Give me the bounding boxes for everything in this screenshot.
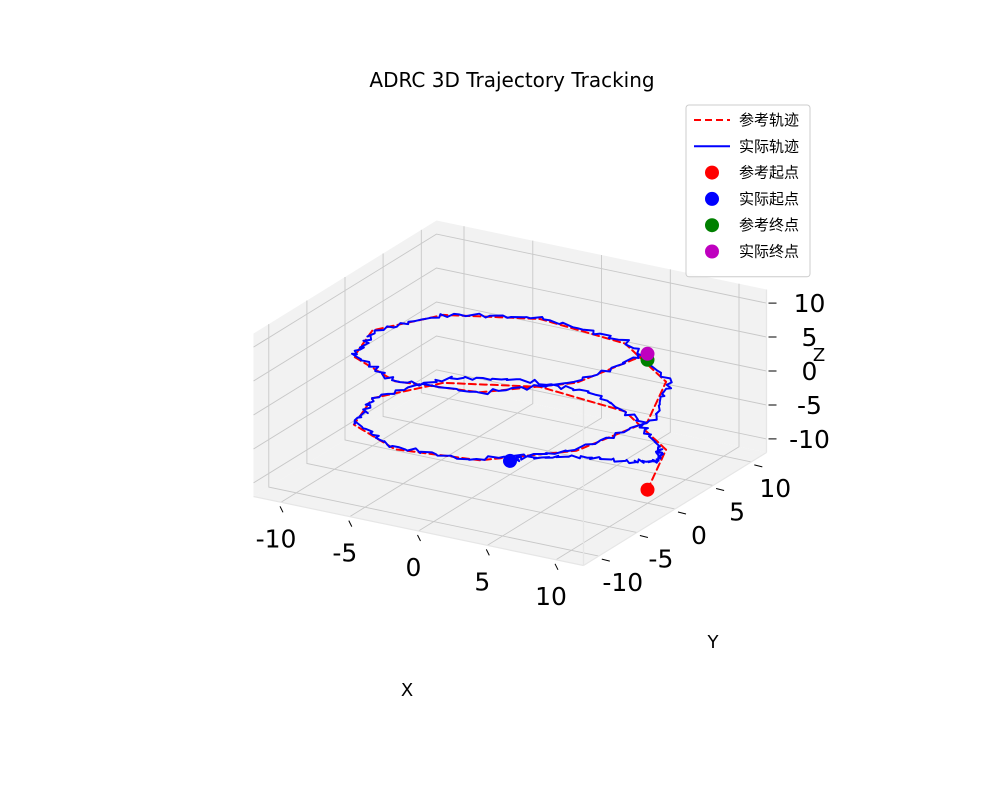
legend-swatch-marker	[705, 218, 719, 233]
series-layer	[351, 312, 673, 491]
gridline-z	[253, 301, 767, 416]
y-tick-mark	[601, 558, 610, 562]
gridline-y	[382, 253, 714, 486]
legend-label: 参考轨迹	[739, 111, 799, 129]
legend-label: 实际起点	[739, 190, 799, 208]
series-line-actual	[351, 312, 673, 465]
marker-act-start	[503, 453, 517, 468]
gridline-z	[253, 335, 767, 450]
z-tick-label: 0	[802, 357, 818, 386]
markers-layer	[503, 346, 655, 497]
marker-ref-start	[640, 482, 655, 497]
x-tick-mark	[348, 520, 353, 527]
gridline-y	[344, 277, 676, 510]
legend-label: 实际轨迹	[739, 137, 799, 155]
y-tick-mark	[677, 511, 687, 515]
y-tick-mark	[715, 488, 725, 491]
legend-box	[685, 104, 811, 278]
gridline-y	[420, 229, 752, 463]
y-tick-label: 10	[759, 474, 791, 503]
legend-label: 参考终点	[739, 216, 799, 234]
gridline-x	[418, 255, 602, 532]
y-tick-mark	[639, 535, 649, 538]
marker-act-end	[640, 346, 655, 361]
legend-swatch-marker	[705, 165, 719, 180]
y-axis-label: Y	[707, 632, 720, 653]
x-tick-mark	[485, 549, 490, 556]
gridline-z	[253, 267, 767, 382]
y-tick-label: -5	[648, 545, 673, 574]
legend-swatch-marker	[705, 191, 719, 206]
chart-title: ADRC 3D Trajectory Tracking	[369, 68, 654, 92]
y-axis-line	[583, 451, 767, 567]
gridline-x	[555, 283, 740, 561]
axis-labels: X Y Z	[401, 345, 825, 701]
x-axis-label: X	[401, 680, 413, 701]
x-tick-label: -5	[332, 539, 357, 568]
legend-swatch-marker	[705, 244, 719, 259]
y-tick-label: -10	[602, 568, 643, 597]
legend-label: 实际终点	[739, 243, 799, 261]
z-tick-label: 5	[802, 323, 818, 352]
z-axis-label: Z	[813, 345, 825, 366]
x-tick-mark	[279, 506, 284, 513]
x-tick-label: 10	[535, 582, 567, 611]
z-tick-label: 10	[794, 289, 826, 318]
x-tick-label: 5	[474, 567, 490, 596]
x-axis-line	[253, 495, 584, 567]
axis-lines	[253, 289, 768, 567]
y-tick-label: 5	[729, 498, 745, 527]
gridline-y	[306, 300, 637, 533]
gridline-x	[349, 240, 534, 517]
y-tick-label: 0	[691, 521, 707, 550]
gridline-x	[487, 269, 671, 546]
z-tick-label: -10	[789, 425, 830, 454]
x-tick-mark	[554, 563, 559, 571]
gridline-z	[253, 233, 767, 348]
axes-grid	[253, 226, 767, 561]
x-tick-mark	[417, 534, 421, 542]
x-tick-label: -10	[256, 524, 297, 553]
gridline-y	[268, 324, 599, 557]
legend-label: 参考起点	[739, 164, 799, 182]
z-tick-label: -5	[797, 391, 822, 420]
y-tick-mark	[754, 464, 763, 468]
x-tick-label: 0	[406, 553, 422, 582]
